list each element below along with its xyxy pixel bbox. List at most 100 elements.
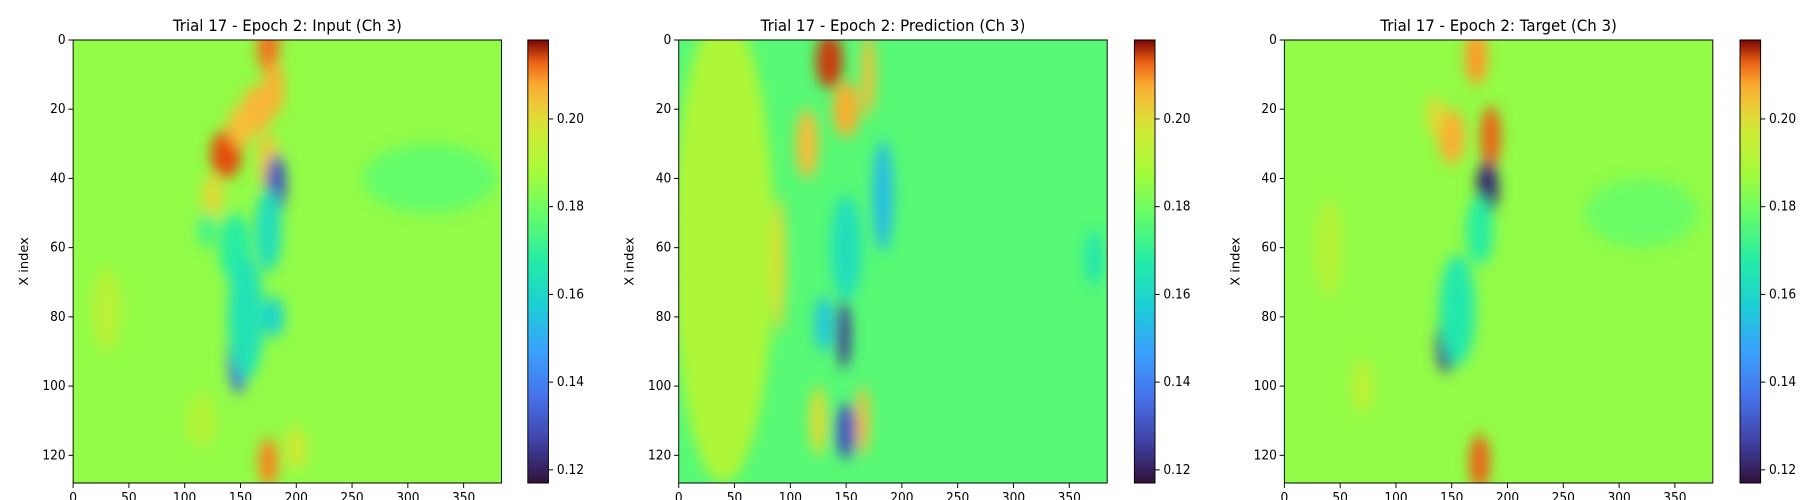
y-tick-label: 20 bbox=[50, 101, 66, 116]
x-tick-label: 150 bbox=[1440, 490, 1463, 500]
y-tick-label: 40 bbox=[1261, 170, 1277, 185]
colorbar-tick-label: 0.16 bbox=[1769, 286, 1796, 301]
colorbar-tick-label: 0.20 bbox=[557, 111, 584, 126]
y-tick-label: 100 bbox=[648, 378, 671, 393]
heatmap-feature-12 bbox=[809, 386, 828, 456]
heatmap-feature-3 bbox=[1438, 109, 1466, 165]
y-tick-label: 20 bbox=[1261, 101, 1277, 116]
colorbar-tick-label: 0.16 bbox=[1163, 286, 1190, 301]
panel-1: Trial 17 - Epoch 2: Input (Ch 3) 0 50 100 15… bbox=[17, 17, 584, 500]
heatmap-feature-1 bbox=[1465, 40, 1488, 85]
heatmap-feature-17 bbox=[185, 393, 218, 449]
heatmap-feature-5 bbox=[861, 40, 876, 117]
heatmap-feature-19 bbox=[363, 143, 498, 214]
x-tick-label: 300 bbox=[396, 490, 419, 500]
heatmap-feature-12 bbox=[1585, 178, 1698, 248]
chart-title: Trial 17 - Epoch 2: Input (Ch 3) bbox=[172, 17, 402, 36]
heatmap-feature-6 bbox=[872, 140, 893, 252]
x-tick-label: 300 bbox=[1607, 490, 1630, 500]
heatmap-feature-9 bbox=[1469, 434, 1490, 483]
heatmap-image bbox=[1284, 40, 1713, 483]
y-axis-label: X index bbox=[1228, 237, 1243, 286]
heatmap-feature-2 bbox=[815, 40, 843, 89]
x-tick-label: 0 bbox=[675, 490, 683, 500]
x-tick-label: 150 bbox=[229, 490, 252, 500]
colorbar-tick-label: 0.16 bbox=[557, 286, 584, 301]
heatmap-feature-10 bbox=[836, 403, 857, 459]
x-tick-label: 50 bbox=[727, 490, 743, 500]
colorbar-tick-label: 0.18 bbox=[1163, 198, 1190, 213]
heatmap-feature-16 bbox=[285, 427, 308, 470]
y-tick-label: 100 bbox=[1254, 378, 1277, 393]
heatmap-image bbox=[73, 40, 502, 483]
x-tick-label: 200 bbox=[890, 490, 913, 500]
y-tick-label: 60 bbox=[1261, 239, 1277, 254]
heatmap-feature-7 bbox=[830, 195, 862, 300]
heatmap-feature-18 bbox=[90, 268, 123, 352]
y-axis-label: X index bbox=[17, 237, 32, 286]
y-tick-label: 120 bbox=[42, 447, 65, 462]
y-tick-label: 60 bbox=[50, 239, 66, 254]
heatmap-feature-1 bbox=[678, 40, 774, 483]
heatmap-feature-11 bbox=[856, 386, 870, 456]
heatmap-feature-6 bbox=[1466, 195, 1494, 265]
heatmap-feature-8 bbox=[837, 299, 851, 369]
heatmap-feature-11 bbox=[1351, 358, 1374, 414]
chart-title: Trial 17 - Epoch 2: Target (Ch 3) bbox=[1379, 17, 1617, 36]
x-tick-label: 250 bbox=[340, 490, 363, 500]
colorbar-tick-label: 0.18 bbox=[1769, 198, 1796, 213]
colorbar bbox=[1133, 39, 1156, 484]
heatmap-feature-8 bbox=[1439, 254, 1476, 366]
y-axis-label: X index bbox=[622, 237, 637, 286]
heatmap-feature-13 bbox=[772, 195, 786, 335]
colorbar bbox=[527, 39, 549, 484]
colorbar-tick-label: 0.18 bbox=[557, 198, 584, 213]
heatmap-background bbox=[73, 40, 502, 483]
x-tick-label: 0 bbox=[69, 490, 77, 500]
y-tick-label: 0 bbox=[58, 32, 66, 47]
colorbar bbox=[1739, 39, 1762, 484]
heatmap-feature-9 bbox=[814, 296, 833, 352]
y-tick-label: 120 bbox=[1254, 447, 1277, 462]
x-tick-label: 250 bbox=[1552, 490, 1575, 500]
heatmap-feature-2 bbox=[1480, 105, 1501, 169]
heatmap-feature-14 bbox=[228, 254, 264, 380]
heatmap-feature-14 bbox=[1084, 230, 1103, 286]
heatmap-feature-4 bbox=[1426, 95, 1444, 137]
panel-2: Trial 17 - Epoch 2: Prediction (Ch 3) 0 50… bbox=[622, 17, 1190, 500]
heatmap-feature-5 bbox=[227, 105, 254, 148]
x-tick-label: 150 bbox=[834, 490, 857, 500]
colorbar-tick-label: 0.14 bbox=[1163, 374, 1190, 389]
heatmap-feature-6 bbox=[201, 174, 224, 217]
y-tick-label: 80 bbox=[1261, 308, 1277, 323]
plot-frame bbox=[678, 39, 1108, 484]
x-tick-label: 100 bbox=[779, 490, 802, 500]
colorbar-tick-label: 0.12 bbox=[1163, 461, 1190, 476]
panel-3: Trial 17 - Epoch 2: Target (Ch 3) 0 50 100 1… bbox=[1228, 17, 1796, 500]
heatmap-background bbox=[1284, 40, 1713, 483]
y-tick-label: 120 bbox=[648, 447, 671, 462]
heatmap-feature-3 bbox=[832, 81, 860, 137]
x-tick-label: 100 bbox=[173, 490, 196, 500]
colorbar-tick-label: 0.20 bbox=[1163, 111, 1190, 126]
y-tick-label: 0 bbox=[663, 32, 671, 47]
plot-frame bbox=[72, 39, 503, 484]
x-tick-label: 0 bbox=[1280, 490, 1288, 500]
y-tick-label: 20 bbox=[656, 101, 672, 116]
x-tick-label: 50 bbox=[121, 490, 137, 500]
x-tick-label: 300 bbox=[1002, 490, 1025, 500]
heatmap-feature-11 bbox=[263, 296, 284, 338]
chart-title: Trial 17 - Epoch 2: Prediction (Ch 3) bbox=[760, 17, 1026, 36]
plot-frame bbox=[1283, 39, 1714, 484]
heatmap-feature-10 bbox=[1315, 199, 1343, 297]
x-tick-label: 100 bbox=[1384, 490, 1407, 500]
heatmap-feature-12 bbox=[198, 213, 216, 248]
figure-scaled: Trial 17 - Epoch 2: Input (Ch 3) 0 50 100 15… bbox=[17, 17, 1797, 500]
y-tick-label: 0 bbox=[1269, 32, 1277, 47]
y-tick-label: 100 bbox=[42, 378, 65, 393]
y-tick-label: 80 bbox=[50, 308, 66, 323]
colorbar-tick-label: 0.14 bbox=[1769, 374, 1796, 389]
y-tick-label: 40 bbox=[656, 170, 672, 185]
heatmap-feature-15 bbox=[258, 438, 279, 483]
